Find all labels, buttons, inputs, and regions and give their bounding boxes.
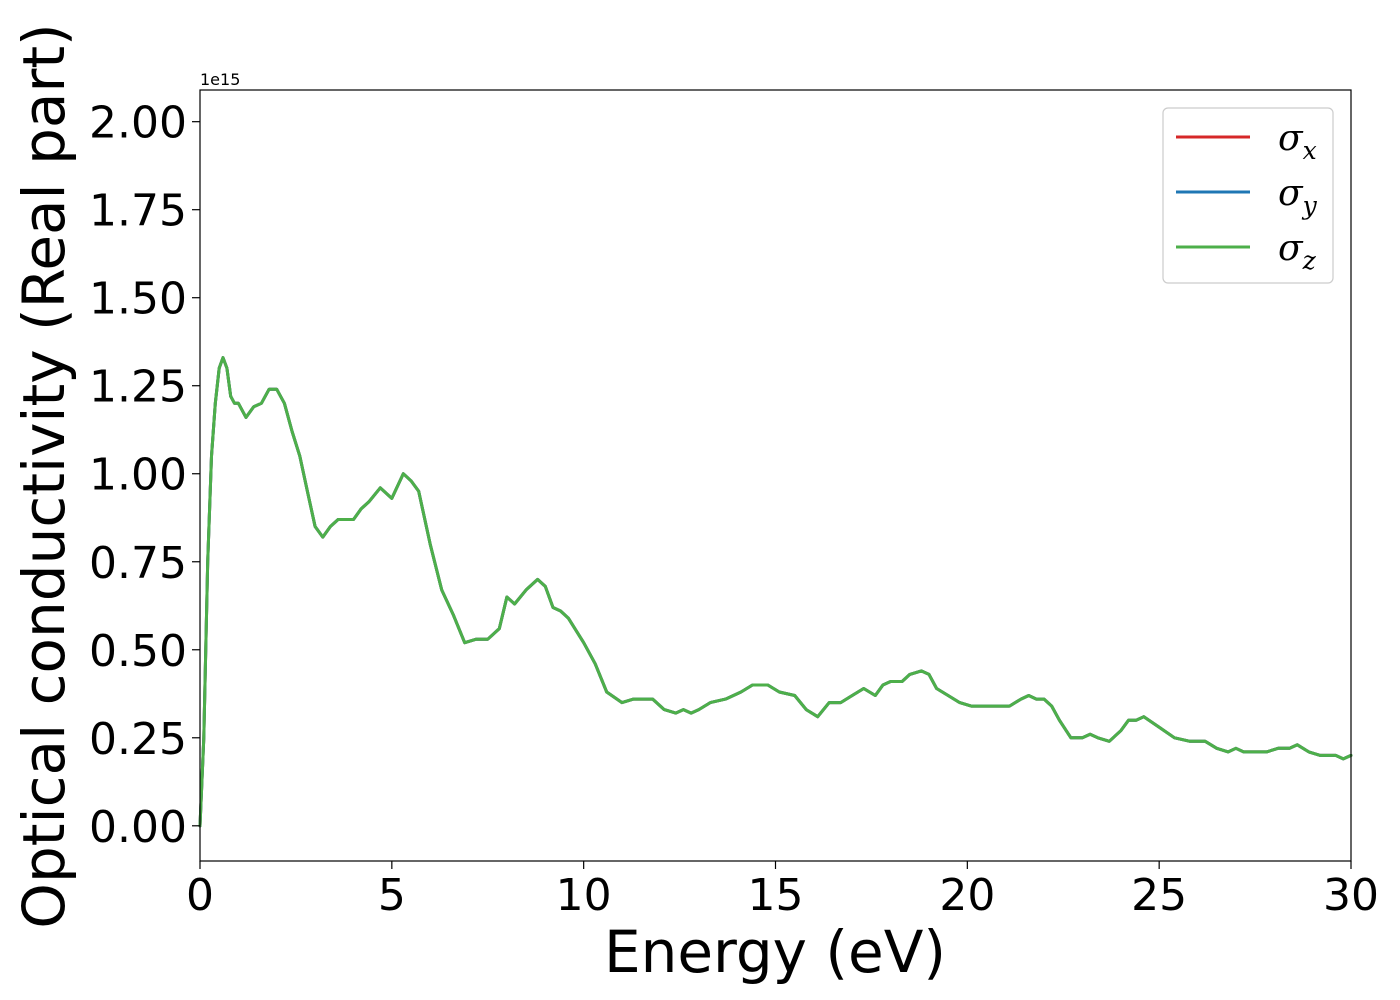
x-tick-label: 15	[748, 870, 804, 921]
legend-box	[1162, 107, 1334, 284]
y-tick-label: 0.75	[89, 538, 187, 589]
y-tick-label: 1.00	[89, 450, 187, 501]
x-tick-label: 5	[378, 870, 406, 921]
series-line-3	[198, 356, 1353, 828]
y-tick-label: 0.00	[89, 802, 187, 853]
x-axis-title: Energy (eV)	[604, 918, 946, 986]
x-tick-label: 25	[1131, 870, 1187, 921]
x-tick-label: 20	[939, 870, 995, 921]
y-offset-label: 1e15	[200, 70, 240, 89]
x-tick-label: 10	[556, 870, 612, 921]
y-tick-label: 2.00	[89, 98, 187, 149]
x-tick-label: 30	[1323, 870, 1379, 921]
x-axis-ticks: 0 5 10 15 20 25 30	[186, 861, 1379, 921]
x-tick-label: 0	[186, 870, 214, 921]
y-tick-label: 0.25	[89, 714, 187, 765]
y-axis-ticks: 0.00 0.25 0.50 0.75 1.00 1.25 1.50 1.75 2.00	[89, 98, 200, 853]
y-tick-label: 1.25	[89, 362, 187, 413]
y-axis-title: Optical conductivity (Real part)	[10, 23, 78, 928]
y-tick-label: 1.75	[89, 186, 187, 237]
y-tick-label: 1.50	[89, 274, 187, 325]
y-tick-label: 0.50	[89, 626, 187, 677]
series-layer	[198, 356, 1353, 828]
